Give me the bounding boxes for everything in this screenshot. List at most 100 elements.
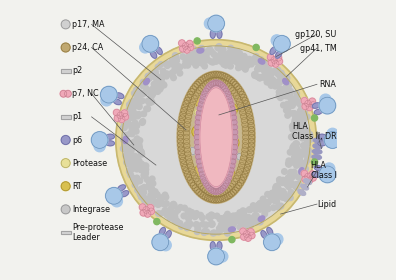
Circle shape	[219, 222, 224, 228]
Circle shape	[226, 192, 232, 199]
Circle shape	[147, 76, 152, 81]
Circle shape	[221, 62, 227, 67]
Circle shape	[280, 189, 286, 194]
Circle shape	[304, 151, 309, 157]
Circle shape	[251, 214, 257, 220]
Circle shape	[250, 203, 256, 208]
Circle shape	[131, 98, 137, 104]
Circle shape	[262, 211, 268, 217]
Circle shape	[228, 191, 234, 197]
Circle shape	[195, 149, 201, 155]
Circle shape	[236, 153, 243, 160]
Circle shape	[271, 35, 282, 46]
Circle shape	[298, 152, 303, 158]
Circle shape	[167, 215, 173, 221]
Circle shape	[298, 108, 303, 114]
Circle shape	[223, 85, 229, 92]
Circle shape	[193, 222, 199, 227]
Ellipse shape	[314, 165, 322, 171]
Circle shape	[121, 110, 128, 116]
Circle shape	[184, 171, 190, 177]
Circle shape	[219, 47, 225, 53]
Circle shape	[248, 142, 255, 148]
Circle shape	[196, 57, 201, 63]
Circle shape	[206, 185, 212, 191]
Circle shape	[237, 224, 242, 230]
Circle shape	[142, 173, 148, 179]
Circle shape	[184, 97, 190, 103]
Circle shape	[61, 159, 70, 168]
Circle shape	[173, 61, 179, 67]
Circle shape	[200, 83, 206, 89]
Circle shape	[231, 154, 236, 160]
Circle shape	[167, 213, 173, 219]
Circle shape	[290, 127, 296, 132]
Circle shape	[224, 194, 230, 200]
Circle shape	[290, 160, 296, 165]
Circle shape	[240, 174, 247, 180]
Circle shape	[200, 174, 206, 180]
Circle shape	[161, 82, 166, 87]
Circle shape	[255, 60, 261, 66]
Circle shape	[236, 99, 242, 105]
Circle shape	[187, 177, 193, 183]
Circle shape	[120, 125, 126, 130]
Circle shape	[189, 210, 194, 215]
Text: p1: p1	[72, 112, 82, 121]
Circle shape	[258, 66, 264, 71]
Circle shape	[160, 68, 166, 74]
Circle shape	[228, 167, 234, 173]
Circle shape	[127, 168, 133, 173]
Circle shape	[245, 235, 251, 241]
Circle shape	[123, 144, 129, 150]
Circle shape	[196, 56, 201, 62]
Circle shape	[208, 15, 225, 32]
Circle shape	[242, 147, 248, 153]
Circle shape	[192, 214, 198, 220]
Circle shape	[257, 65, 262, 70]
Circle shape	[242, 226, 248, 231]
Circle shape	[280, 193, 286, 199]
Circle shape	[193, 93, 199, 99]
Circle shape	[287, 195, 293, 200]
Circle shape	[148, 71, 154, 77]
Circle shape	[297, 174, 303, 180]
Circle shape	[300, 108, 305, 114]
Circle shape	[269, 190, 275, 196]
Circle shape	[211, 80, 217, 86]
Circle shape	[190, 99, 196, 105]
Circle shape	[175, 207, 181, 213]
Circle shape	[265, 206, 271, 212]
Circle shape	[295, 133, 301, 139]
Circle shape	[122, 46, 310, 234]
Circle shape	[272, 68, 277, 74]
Circle shape	[153, 88, 159, 93]
Circle shape	[246, 57, 252, 62]
Circle shape	[240, 64, 246, 70]
Circle shape	[131, 105, 136, 111]
Circle shape	[232, 139, 238, 145]
Circle shape	[150, 86, 155, 92]
Circle shape	[235, 172, 241, 179]
Circle shape	[133, 158, 139, 163]
Circle shape	[184, 222, 190, 227]
Ellipse shape	[299, 168, 304, 174]
Circle shape	[121, 137, 126, 143]
Circle shape	[276, 186, 281, 191]
Circle shape	[240, 228, 246, 235]
Circle shape	[149, 99, 154, 105]
Circle shape	[162, 193, 168, 199]
Circle shape	[272, 188, 278, 193]
Circle shape	[139, 194, 144, 200]
Circle shape	[240, 113, 247, 120]
Circle shape	[152, 75, 158, 81]
Circle shape	[171, 201, 176, 207]
Circle shape	[106, 188, 122, 204]
Circle shape	[177, 130, 184, 136]
Circle shape	[169, 72, 175, 77]
Circle shape	[184, 130, 190, 136]
Circle shape	[268, 83, 274, 88]
Circle shape	[230, 181, 236, 187]
Circle shape	[126, 144, 131, 150]
Circle shape	[124, 160, 129, 165]
